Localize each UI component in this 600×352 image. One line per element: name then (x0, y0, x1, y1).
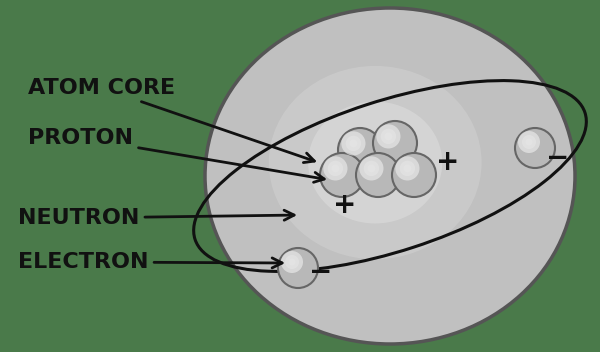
Circle shape (515, 128, 555, 168)
Circle shape (341, 131, 365, 156)
Ellipse shape (269, 66, 482, 259)
Circle shape (346, 136, 361, 151)
Circle shape (376, 124, 401, 149)
Circle shape (281, 251, 303, 273)
Circle shape (328, 161, 343, 176)
Circle shape (400, 161, 415, 176)
Circle shape (359, 156, 383, 181)
Text: PROTON: PROTON (28, 128, 324, 182)
Circle shape (320, 153, 364, 197)
Circle shape (385, 132, 392, 140)
Circle shape (364, 161, 379, 176)
Circle shape (367, 164, 376, 172)
Circle shape (518, 131, 540, 153)
Text: ELECTRON: ELECTRON (18, 252, 282, 272)
Ellipse shape (347, 137, 403, 188)
Text: ATOM CORE: ATOM CORE (28, 78, 314, 163)
Text: −: − (310, 258, 332, 286)
Circle shape (395, 156, 419, 181)
Circle shape (285, 255, 299, 269)
Text: −: − (547, 144, 569, 172)
Circle shape (278, 248, 318, 288)
Ellipse shape (205, 8, 575, 344)
Circle shape (349, 139, 358, 147)
Circle shape (356, 153, 400, 197)
Circle shape (403, 164, 412, 172)
Circle shape (323, 156, 347, 181)
Text: +: + (334, 191, 356, 219)
Circle shape (338, 128, 382, 172)
Circle shape (392, 153, 436, 197)
Circle shape (522, 135, 536, 149)
Ellipse shape (308, 102, 442, 224)
Text: NEUTRON: NEUTRON (18, 208, 294, 228)
Circle shape (331, 164, 340, 172)
Text: +: + (436, 148, 460, 176)
Circle shape (373, 121, 417, 165)
Ellipse shape (230, 30, 521, 295)
Circle shape (381, 129, 396, 144)
Circle shape (526, 138, 533, 146)
Circle shape (289, 258, 296, 266)
